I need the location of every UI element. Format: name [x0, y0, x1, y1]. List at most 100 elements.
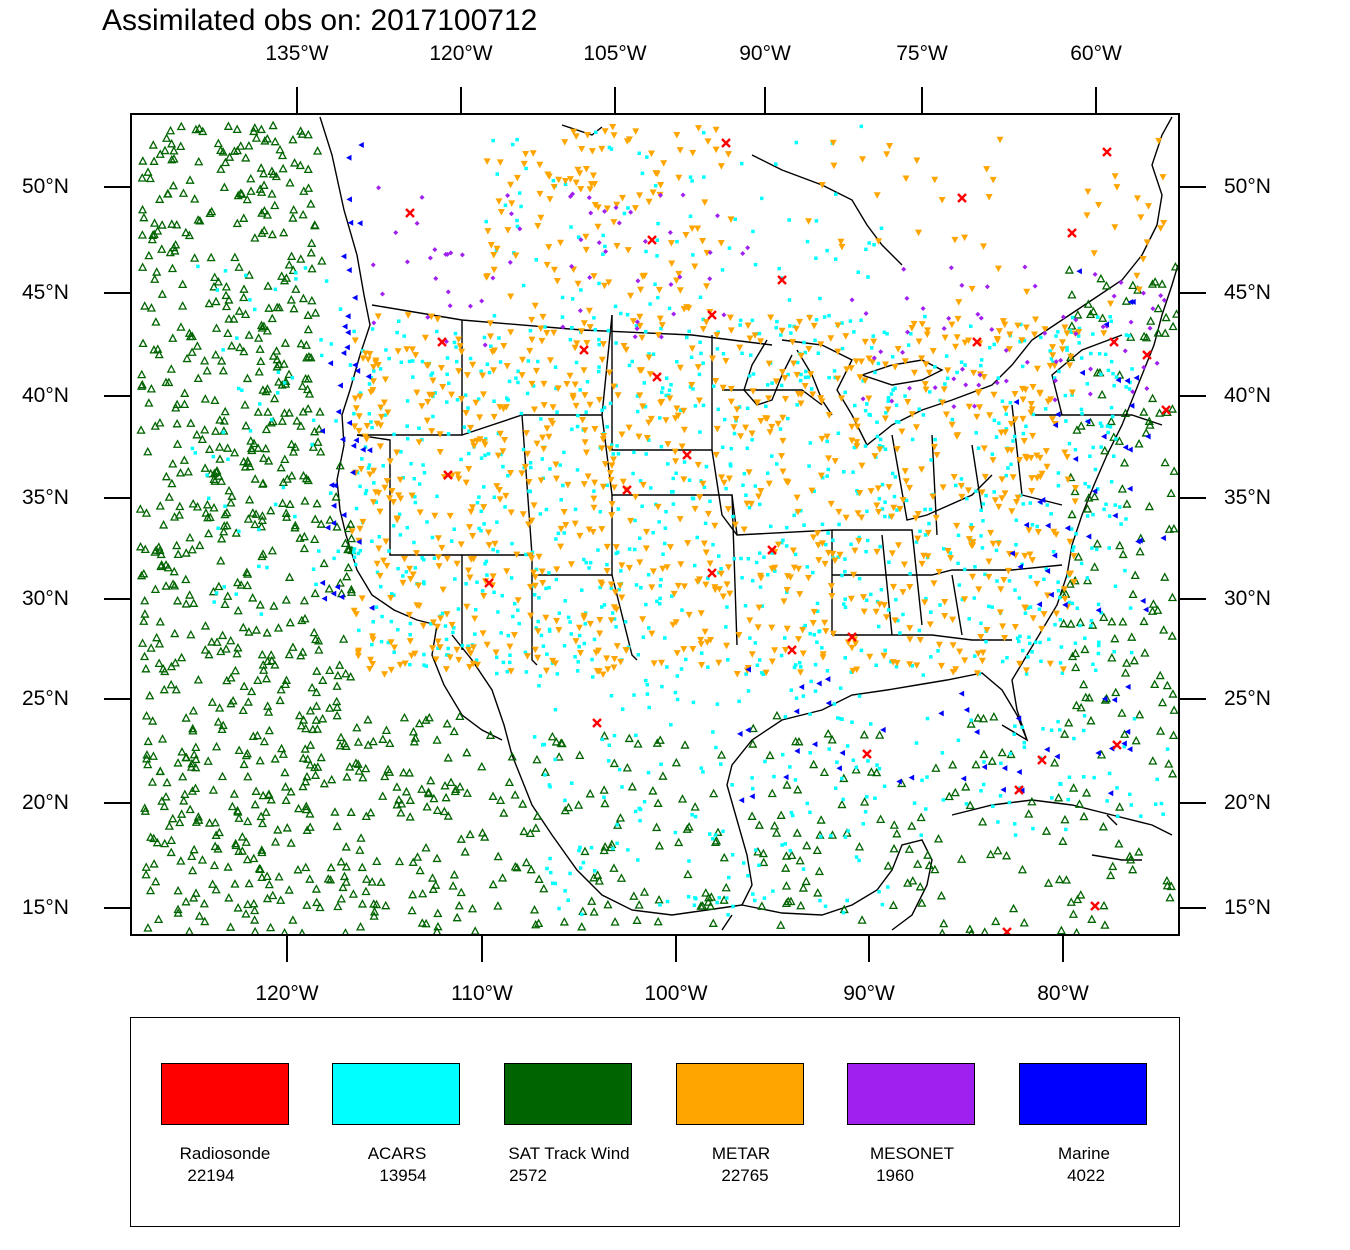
obs-marker-square-dot: [610, 443, 614, 447]
obs-marker-square-dot: [923, 314, 927, 319]
obs-marker-triangle-up: [385, 738, 395, 748]
obs-marker-square-dot: [841, 910, 846, 915]
obs-marker-square-dot: [1088, 454, 1092, 458]
obs-marker-square-dot: [1004, 412, 1008, 416]
obs-marker-triangle-up: [316, 752, 326, 762]
obs-marker-triangle-up: [432, 805, 443, 814]
obs-marker-triangle-down: [706, 560, 714, 568]
obs-marker-triangle-up: [747, 811, 757, 820]
obs-marker-square-dot: [377, 534, 382, 539]
obs-marker-square-dot: [610, 611, 615, 615]
obs-marker-triangle-down: [474, 661, 482, 669]
obs-marker-square-dot: [859, 648, 864, 653]
obs-marker-triangle-up: [286, 251, 297, 260]
obs-marker-triangle-down: [968, 525, 976, 533]
obs-marker-square-dot: [503, 203, 508, 208]
obs-marker-triangle-up: [274, 871, 284, 881]
obs-marker-triangle-up: [417, 784, 427, 793]
obs-marker-triangle-left: [347, 219, 354, 226]
obs-marker-triangle-up: [208, 785, 219, 794]
obs-marker-square-dot: [487, 370, 492, 375]
obs-marker-triangle-down: [1160, 220, 1168, 227]
obs-marker-triangle-up: [169, 146, 179, 155]
obs-marker-square-dot: [524, 166, 528, 171]
obs-marker-triangle-down: [852, 358, 860, 365]
obs-marker-triangle-up: [677, 794, 688, 803]
obs-marker-square-dot: [466, 406, 470, 410]
obs-marker-square-dot: [577, 644, 581, 649]
obs-marker-square-dot: [1079, 356, 1084, 360]
obs-marker-triangle-down: [880, 652, 888, 660]
obs-marker-square-dot: [688, 214, 693, 219]
obs-marker-triangle-down: [639, 616, 647, 623]
obs-marker-triangle-up: [275, 144, 285, 154]
obs-marker-triangle-up: [270, 837, 281, 846]
obs-marker-square-dot: [880, 902, 885, 907]
obs-marker-square-dot: [562, 644, 567, 648]
obs-marker-diamond: [658, 192, 664, 198]
obs-marker-triangle-down: [368, 633, 376, 640]
obs-marker-triangle-up: [1120, 729, 1130, 738]
obs-marker-square-dot: [547, 585, 551, 590]
obs-marker-square-dot: [607, 145, 612, 150]
obs-marker-triangle-up: [1098, 821, 1109, 831]
obs-marker-triangle-up: [449, 726, 459, 736]
obs-marker-triangle-down: [579, 417, 587, 424]
obs-marker-triangle-up: [648, 786, 658, 795]
obs-marker-triangle-down: [434, 638, 442, 646]
obs-marker-triangle-up: [296, 338, 306, 348]
obs-marker-square-dot: [893, 386, 897, 391]
obs-marker-triangle-left: [1017, 563, 1023, 570]
obs-marker-diamond: [905, 329, 911, 335]
obs-marker-triangle-up: [1060, 814, 1070, 824]
obs-marker-triangle-up: [242, 854, 253, 864]
obs-marker-square-dot: [1069, 527, 1074, 531]
obs-marker-triangle-up: [301, 340, 311, 349]
obs-marker-square-dot: [575, 424, 580, 429]
obs-marker-triangle-down: [540, 445, 548, 453]
obs-marker-triangle-up: [1168, 768, 1178, 778]
obs-marker-square-dot: [500, 593, 505, 598]
obs-marker-square-dot: [923, 507, 927, 512]
obs-marker-square-dot: [1000, 659, 1005, 664]
obs-marker-triangle-up: [378, 791, 388, 800]
obs-marker-square-dot: [563, 798, 567, 803]
obs-marker-triangle-down: [412, 352, 420, 359]
obs-marker-triangle-up: [186, 629, 196, 639]
obs-marker-triangle-down: [1036, 389, 1044, 397]
obs-marker-square-dot: [554, 386, 558, 391]
obs-marker-triangle-up: [1099, 612, 1109, 622]
obs-marker-triangle-down: [618, 594, 626, 602]
obs-marker-triangle-up: [229, 314, 239, 323]
obs-marker-triangle-up: [230, 447, 240, 457]
obs-marker-triangle-up: [244, 494, 255, 504]
obs-marker-triangle-up: [256, 356, 266, 366]
obs-marker-diamond: [1003, 378, 1009, 384]
obs-marker-triangle-down: [672, 458, 680, 465]
obs-marker-triangle-up: [585, 788, 595, 798]
obs-marker-triangle-up: [281, 795, 291, 805]
obs-marker-triangle-down: [746, 617, 754, 624]
right-lat-label: 20°N: [1224, 791, 1271, 814]
obs-marker-triangle-up: [227, 801, 238, 811]
obs-marker-square-dot: [421, 463, 425, 467]
obs-marker-triangle-down: [466, 574, 474, 581]
obs-marker-triangle-up: [231, 840, 241, 850]
obs-marker-triangle-down: [940, 386, 948, 393]
obs-marker-triangle-up: [615, 813, 626, 822]
obs-marker-triangle-up: [173, 904, 183, 914]
obs-marker-square-dot: [638, 536, 642, 540]
obs-marker-triangle-up: [254, 367, 264, 376]
obs-marker-square-dot: [981, 782, 986, 787]
obs-marker-square-dot: [923, 533, 928, 537]
obs-marker-square-dot: [352, 547, 357, 551]
obs-marker-triangle-down: [1059, 666, 1067, 673]
obs-marker-square-dot: [875, 434, 880, 439]
obs-marker-square-dot: [808, 631, 812, 636]
obs-marker-square-dot: [840, 776, 844, 781]
obs-marker-triangle-up: [1069, 783, 1079, 792]
obs-marker-triangle-down: [858, 514, 866, 521]
obs-marker-square-dot: [789, 810, 794, 815]
obs-marker-triangle-up: [153, 226, 163, 235]
obs-marker-triangle-down: [354, 652, 362, 660]
